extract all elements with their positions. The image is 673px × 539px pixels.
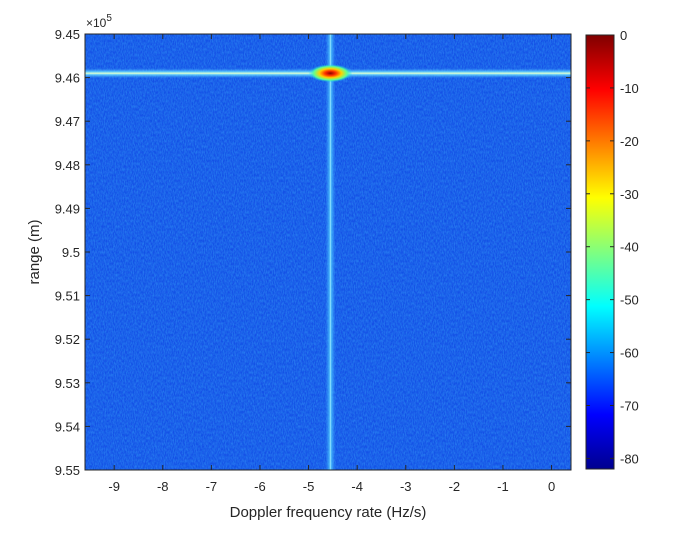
y-exponent-power: 5 [106, 13, 112, 24]
x-tick-label: -9 [108, 479, 120, 494]
vertical-ridge [325, 34, 336, 470]
y-tick-label: 9.49 [55, 201, 80, 216]
colorbar-ticks: 0 -10 -20 -30 -40 -50 -60 -70 -80 [586, 28, 639, 466]
colorbar-tick-label: -20 [620, 134, 639, 149]
x-tick-label: 0 [548, 479, 555, 494]
colorbar-tick-label: -50 [620, 293, 639, 308]
y-tick-label: 9.52 [55, 332, 80, 347]
y-exponent-base: ×10 [86, 16, 107, 30]
x-tick-label: -1 [497, 479, 509, 494]
plot-area [85, 34, 571, 470]
y-tick-label: 9.46 [55, 71, 80, 86]
colorbar-tick-label: -10 [620, 81, 639, 96]
x-tick-label: -4 [351, 479, 363, 494]
y-axis: 9.45 9.46 9.47 9.48 9.49 9.5 9.51 9.52 9.53 9.54 9… [55, 27, 571, 478]
colorbar-tick-label: -30 [620, 187, 639, 202]
y-tick-label: 9.48 [55, 158, 80, 173]
y-exponent-label: ×105 [86, 13, 112, 30]
y-tick-label: 9.47 [55, 114, 80, 129]
colorbar-tick-label: -70 [620, 398, 639, 413]
y-axis-label: range (m) [26, 219, 43, 284]
colorbar-tick-label: 0 [620, 28, 627, 43]
y-tick-label: 9.5 [62, 245, 80, 260]
x-axis: -9 -8 -7 -6 -5 -4 -3 -2 -1 0 [108, 34, 555, 494]
x-tick-label: -7 [206, 479, 218, 494]
x-tick-label: -5 [303, 479, 315, 494]
y-tick-label: 9.53 [55, 376, 80, 391]
heatmap-features [85, 34, 571, 470]
peak-marker [308, 64, 353, 83]
x-tick-label: -3 [400, 479, 412, 494]
x-tick-label: -6 [254, 479, 266, 494]
colorbar-tick-label: -60 [620, 346, 639, 361]
colorbar-tick-label: -80 [620, 451, 639, 466]
colorbar-tick-label: -40 [620, 240, 639, 255]
y-tick-label: 9.51 [55, 289, 80, 304]
colorbar-gradient [585, 34, 615, 470]
x-tick-label: -8 [157, 479, 169, 494]
x-axis-label: Doppler frequency rate (Hz/s) [230, 504, 427, 521]
colorbar: 0 -10 -20 -30 -40 -50 -60 -70 -80 [585, 28, 639, 470]
x-tick-label: -2 [449, 479, 461, 494]
y-tick-label: 9.54 [55, 419, 80, 434]
y-tick-label: 9.55 [55, 463, 80, 478]
y-tick-label: 9.45 [55, 27, 80, 42]
